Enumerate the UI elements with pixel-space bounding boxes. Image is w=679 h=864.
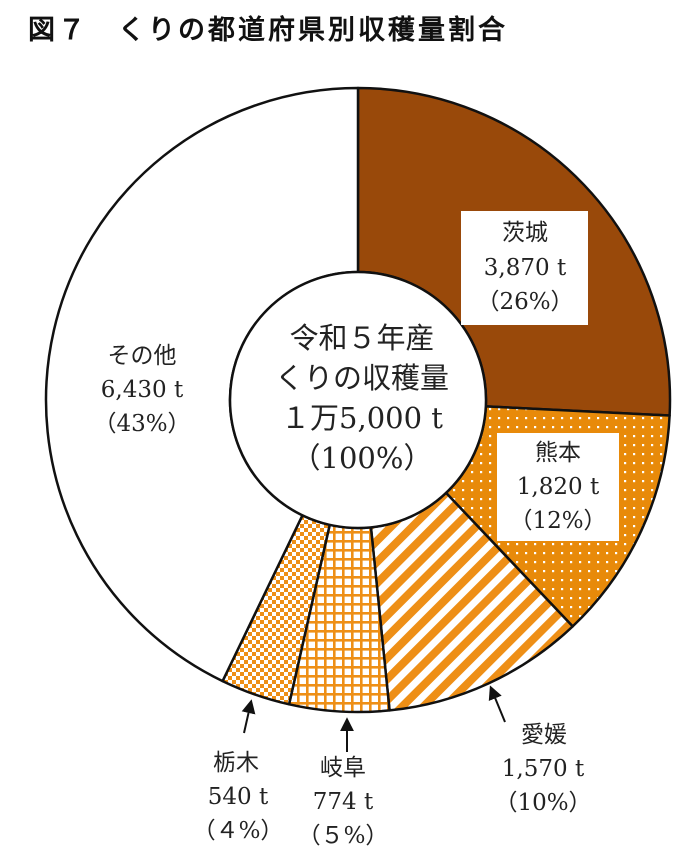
slice-name-label-kumamoto: 熊本 (535, 440, 581, 466)
center-label-line-1: 令和５年産 (289, 321, 434, 355)
center-label-line-4: （100%） (292, 441, 433, 475)
slice-value-label-gifu: 774 t (313, 789, 374, 815)
slice-name-label-other: その他 (108, 343, 177, 369)
slice-percent-label-gifu: （５%） (298, 823, 389, 849)
slice-name-label-ibaraki: 茨城 (502, 220, 548, 246)
slice-value-label-ibaraki: 3,870 t (484, 255, 567, 281)
slice-value-label-tochigi: 540 t (208, 784, 269, 810)
slice-percent-label-kumamoto: （12%） (509, 508, 606, 534)
leader-arrow-ehime (488, 685, 506, 723)
slice-percent-label-ehime: （10%） (494, 790, 591, 816)
slice-name-label-tochigi: 栃木 (213, 750, 259, 776)
slice-name-label-gifu: 岐阜 (320, 755, 366, 781)
center-label-line-3: １万5,000 t (281, 401, 443, 435)
donut-hole (228, 270, 488, 530)
label-box-ibaraki (461, 211, 588, 325)
slice-value-label-kumamoto: 1,820 t (517, 474, 600, 500)
slice-percent-label-ibaraki: （26%） (476, 289, 573, 315)
slice-percent-label-tochigi: （４%） (193, 818, 284, 844)
leader-arrow-tochigi (241, 699, 256, 734)
center-label-line-2: くりの収穫量 (275, 361, 449, 395)
slice-percent-label-other: （43%） (93, 411, 190, 437)
slice-name-label-ehime: 愛媛 (521, 722, 567, 748)
slice-value-label-ehime: 1,570 t (502, 756, 585, 782)
label-box-kumamoto (497, 433, 619, 541)
chart-title: 図７ くりの都道府県別収穫量割合 (28, 15, 508, 46)
slice-value-label-other: 6,430 t (101, 377, 184, 403)
